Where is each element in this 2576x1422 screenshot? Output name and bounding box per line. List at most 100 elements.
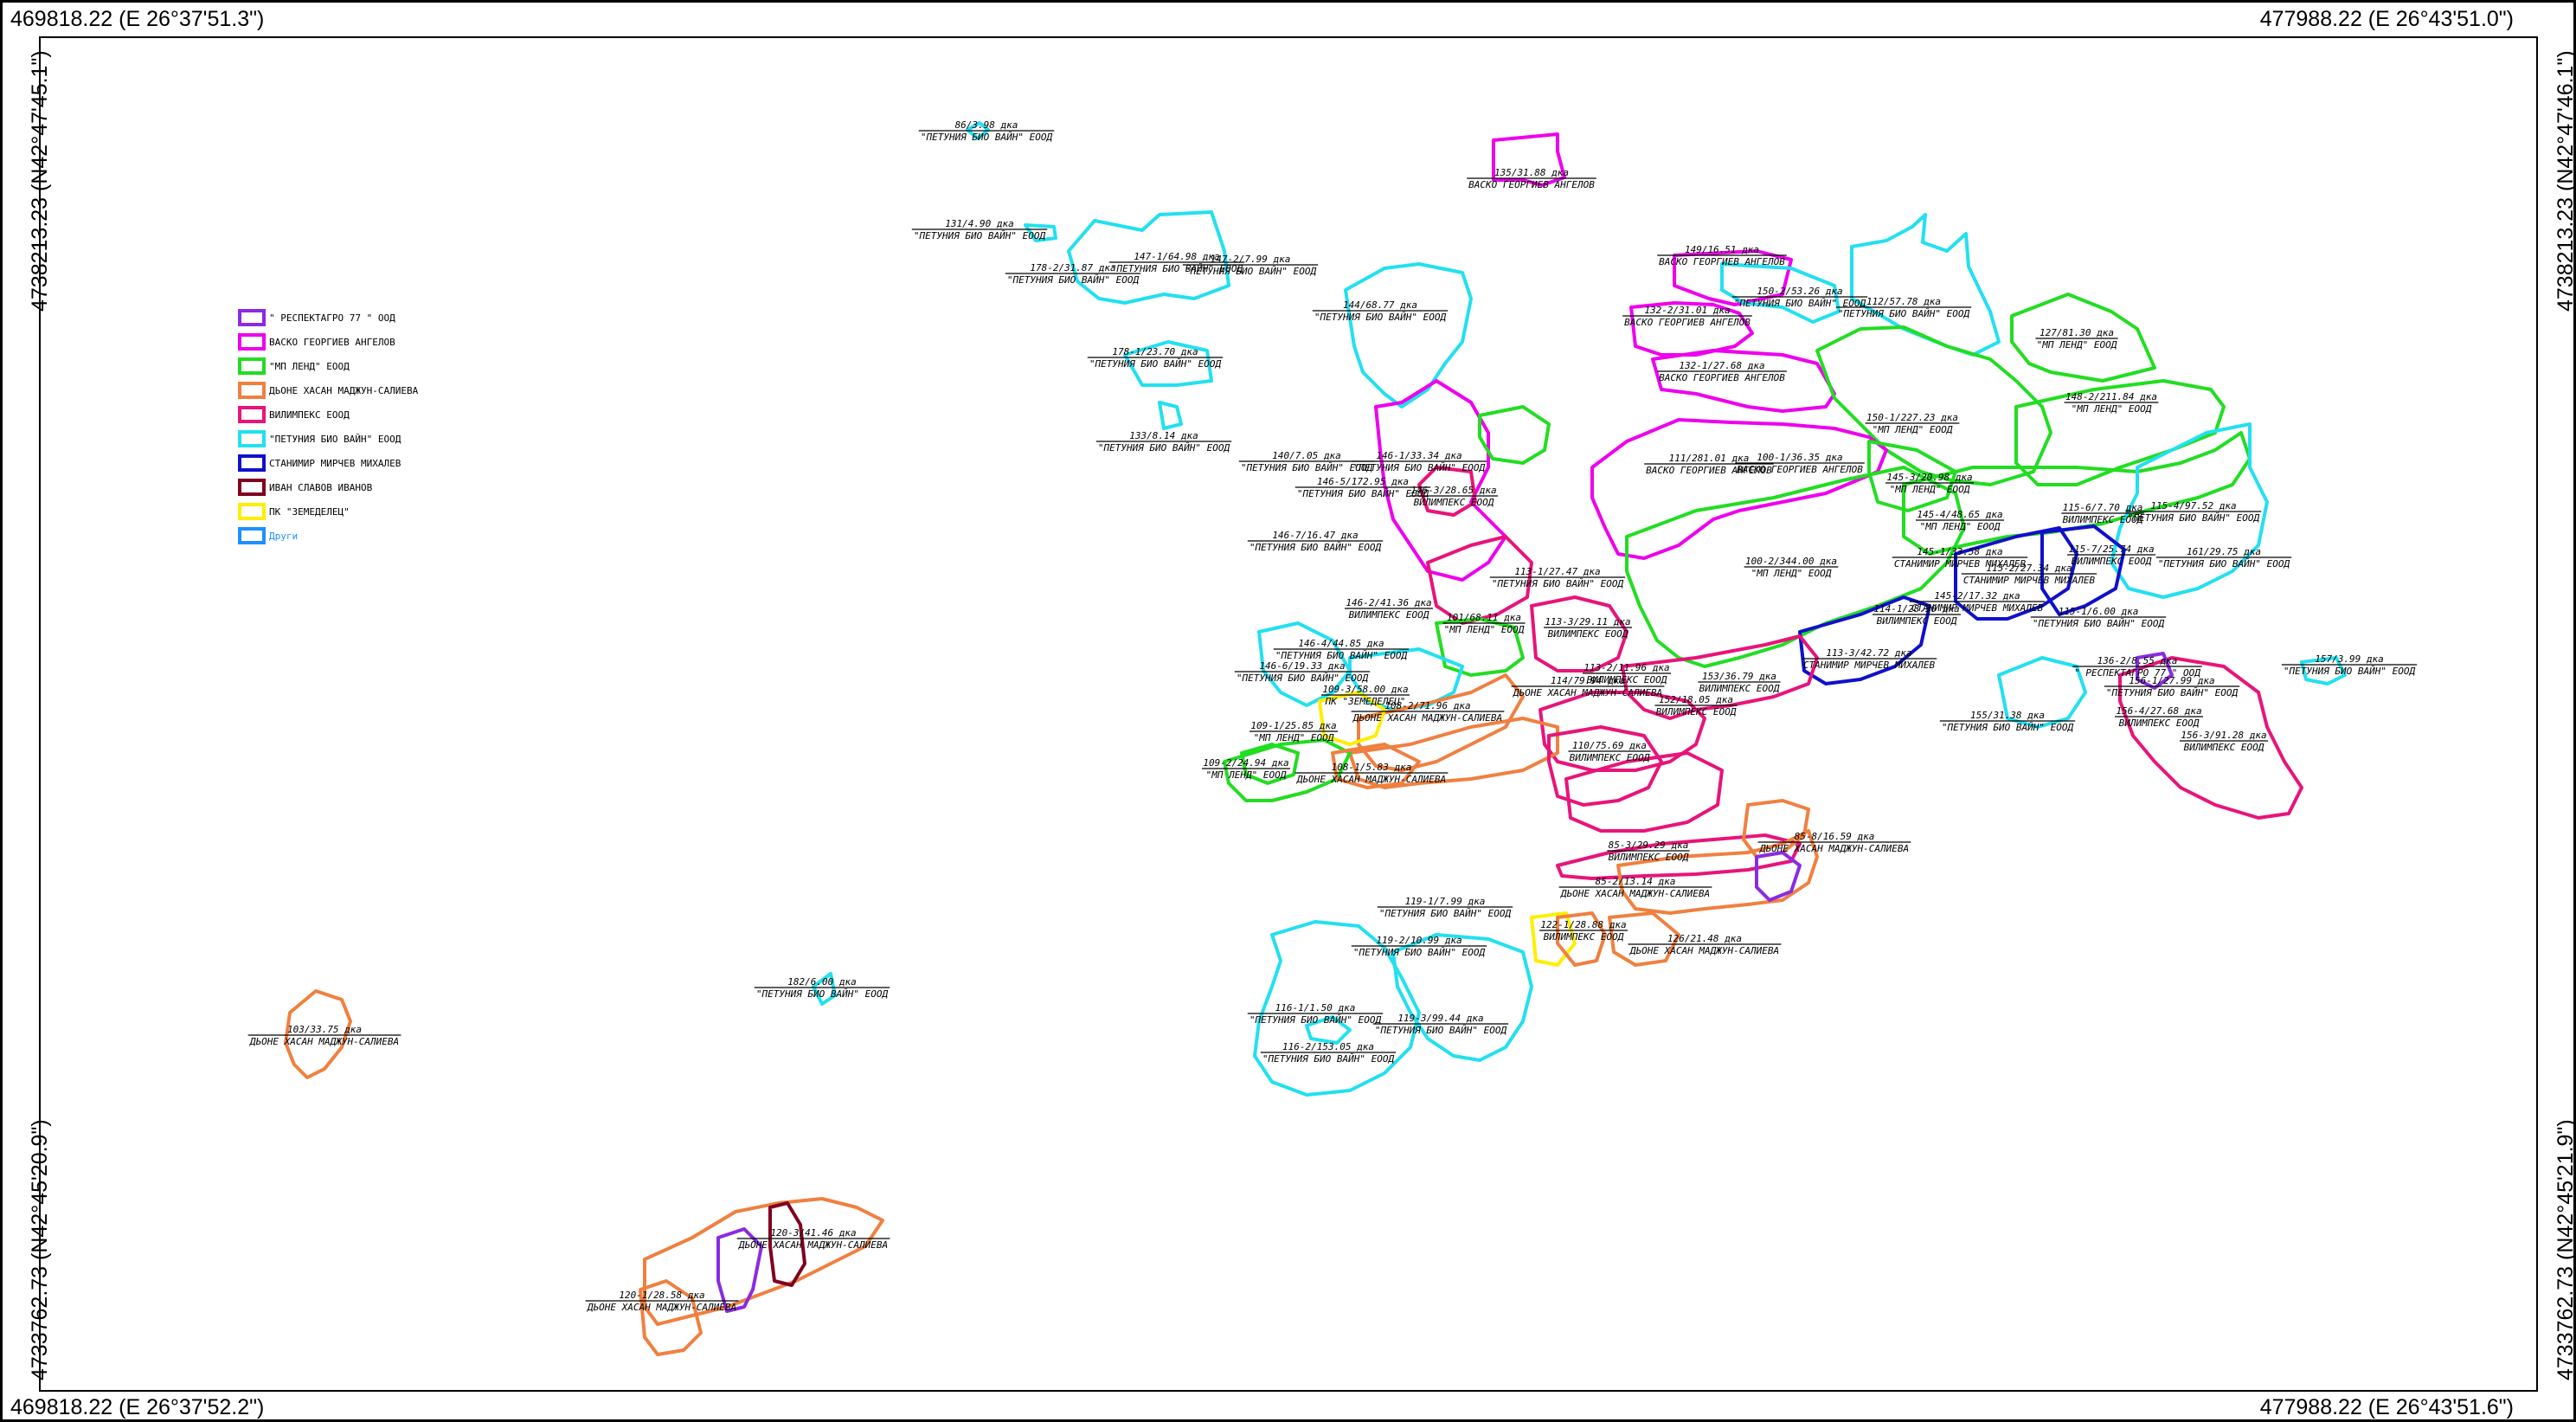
parcel-id-label: 103/33.75 дка bbox=[287, 1024, 362, 1035]
parcel-outline bbox=[1417, 466, 1477, 517]
parcel-id-label: 156-3/91.28 дка bbox=[2181, 730, 2266, 741]
parcel-owner-label: "ПЕТУНИЯ БИО ВАЙН" ЕООД bbox=[1734, 298, 1866, 309]
legend-item: "МП ЛЕНД" ЕООД bbox=[238, 354, 418, 378]
legend-label: " РЕСПЕКТАГРО 77 " ООД bbox=[269, 312, 395, 324]
parcel-outline bbox=[1240, 743, 1300, 785]
parcel-outline bbox=[1435, 617, 1525, 677]
parcel-label: 178-2/31.87 дка"ПЕТУНИЯ БИО ВАЙН" ЕООД bbox=[1005, 262, 1141, 286]
parcel-id-label: 155/31.38 дка bbox=[1970, 710, 2045, 721]
parcel-id-label: 146-1/33.34 дка bbox=[1376, 450, 1461, 461]
parcel-owner-label: "ПЕТУНИЯ БИО ВАЙН" ЕООД bbox=[1492, 578, 1624, 589]
legend-item: "ПЕТУНИЯ БИО ВАЙН" ЕООД bbox=[238, 427, 418, 451]
parcel-label: 146-5/172.95 дка"ПЕТУНИЯ БИО ВАЙН" ЕООД bbox=[1294, 476, 1431, 499]
legend-label: "МП ЛЕНД" ЕООД bbox=[269, 360, 350, 372]
parcel-id-label: 178-2/31.87 дка bbox=[1030, 262, 1115, 273]
parcel-label: 145-3/20.98 дка"МП ЛЕНД" ЕООД bbox=[1885, 472, 1974, 495]
parcel-owner-label: ВАСКО ГЕОРГИЕВ АНГЕЛОВ bbox=[1659, 372, 1785, 383]
parcel-id-label: 113-3/42.72 дка bbox=[1826, 647, 1911, 659]
parcel-label: 147-1/64.98 дка"ПЕТУНИЯ БИО ВАЙН" ЕООД bbox=[1108, 251, 1245, 274]
parcel-outline bbox=[1755, 851, 1802, 902]
parcel-label: 150-1/227.23 дка"МП ЛЕНД" ЕООД bbox=[1865, 412, 1960, 435]
parcel-outline bbox=[1318, 691, 1386, 746]
parcel-owner-label: "ПЕТУНИЯ БИО ВАЙН" ЕООД bbox=[1111, 263, 1243, 274]
parcel-owner-label: ДЬОНЕ ХАСАН МАДЖУН-САЛИЕВА bbox=[1352, 712, 1502, 724]
parcel-label: 148-2/211.84 дка"МП ЛЕНД" ЕООД bbox=[2064, 391, 2159, 415]
parcel-id-label: 119-1/7.99 дка bbox=[1405, 896, 1486, 907]
parcel-id-label: 85-8/16.59 дка bbox=[1795, 831, 1875, 842]
parcel-labels: 86/3.98 дка "ПЕТУНИЯ БИО ВАЙН" ЕООД 135/31… bbox=[247, 119, 2418, 1313]
legend-swatch bbox=[238, 454, 266, 472]
legend-item: ДЬОНЕ ХАСАН МАДЖУН-САЛИЕВА bbox=[238, 378, 418, 402]
parcel-outline bbox=[1608, 911, 1680, 967]
legend-item: СТАНИМИР МИРЧЕВ МИХАЛЕВ bbox=[238, 451, 418, 475]
parcel-id-label: 108-1/5.83 дка bbox=[1332, 762, 1412, 773]
parcel-id-label: 114-1/28.50 дка bbox=[1873, 603, 1959, 614]
parcel-id-label: 113-3/29.11 дка bbox=[1545, 616, 1630, 627]
parcel-owner-label: "ПЕТУНИЯ БИО ВАЙН" ЕООД bbox=[1275, 650, 1408, 661]
parcel-owner-label: ДЬОНЕ ХАСАН МАДЖУН-САЛИЕВА bbox=[1759, 843, 1909, 854]
parcel-outline bbox=[768, 1201, 806, 1287]
parcel-id-label: 101/68.11 дка bbox=[1447, 612, 1521, 623]
parcel-id-label: 132-1/27.68 дка bbox=[1679, 360, 1764, 371]
parcel-outline bbox=[1673, 249, 1793, 306]
parcel-outline bbox=[1391, 933, 1533, 1062]
parcel-id-label: 113-2/11.96 дка bbox=[1584, 662, 1669, 673]
parcel-owner-label: ВИЛИМПЕКС ЕООД bbox=[2119, 717, 2200, 729]
parcel-outline bbox=[1556, 911, 1607, 967]
parcel-id-label: 115-1/6.00 дка bbox=[2059, 606, 2139, 617]
parcel-owner-label: "ПЕТУНИЯ БИО ВАЙН" ЕООД bbox=[1262, 1053, 1395, 1065]
parcel-label: 131/4.90 дка"ПЕТУНИЯ БИО ВАЙН" ЕООД bbox=[911, 218, 1048, 241]
parcel-id-label: 135/31.88 дка bbox=[1494, 167, 1569, 178]
parcel-outline bbox=[2118, 656, 2303, 820]
parcel-id-label: 120-3/41.46 дка bbox=[770, 1227, 856, 1239]
parcel-outline bbox=[1867, 440, 1957, 512]
parcel-owner-label: "МП ЛЕНД" ЕООД bbox=[1890, 484, 1970, 495]
parcel-id-label: 86/3.98 дка bbox=[955, 119, 1018, 131]
parcel-id-label: 109-1/25.85 дка bbox=[1250, 720, 1336, 731]
legend-swatch bbox=[238, 503, 266, 520]
parcel-id-label: 140/7.05 дка bbox=[1272, 450, 1340, 461]
parcel-outline bbox=[1954, 526, 2078, 621]
parcel-outline bbox=[2040, 524, 2126, 616]
legend-swatch bbox=[238, 309, 266, 326]
parcel-owner-label: "МП ЛЕНД" ЕООД bbox=[1444, 624, 1525, 635]
parcel-owner-label: ДЬОНЕ ХАСАН МАДЖУН-САЛИЕВА bbox=[587, 1302, 736, 1313]
parcel-id-label: 178-1/23.70 дка bbox=[1112, 346, 1198, 357]
legend-swatch bbox=[238, 479, 266, 496]
parcel-id-label: 133/8.14 дка bbox=[1129, 430, 1198, 441]
parcel-label: 136-2/8.55 дка" РЕСПЕКТАГРО 77 " ООД bbox=[2072, 655, 2202, 679]
parcel-id-label: 119-2/10.99 дка bbox=[1376, 935, 1461, 946]
parcel-owner-label: "ПЕТУНИЯ БИО ВАЙН" ЕООД bbox=[1185, 266, 1317, 277]
parcel-owner-label: "МП ЛЕНД" ЕООД bbox=[1254, 732, 1334, 743]
parcel-outline bbox=[2300, 656, 2347, 685]
parcel-owner-label: "МП ЛЕНД" ЕООД bbox=[1920, 521, 2001, 532]
parcel-outline bbox=[2014, 379, 2226, 486]
parcel-outline bbox=[1257, 621, 1352, 707]
legend-item: " РЕСПЕКТАГРО 77 " ООД bbox=[238, 306, 418, 330]
parcel-owner-label: ВИЛИМПЕКС ЕООД bbox=[1609, 852, 1689, 863]
parcel-outline bbox=[966, 121, 990, 140]
parcel-outline bbox=[1123, 340, 1213, 387]
parcel-id-label: 145-2/17.32 дка bbox=[1934, 590, 2020, 602]
parcel-owner-label: СТАНИМИР МИРЧЕВ МИХАЛЕВ bbox=[1803, 660, 1936, 671]
parcel-outline bbox=[1223, 738, 1352, 802]
parcel-id-label: 115-2/27.34 дка bbox=[1986, 563, 2072, 574]
parcel-owner-label: ВИЛИМПЕКС ЕООД bbox=[1548, 628, 1628, 640]
parcel-outline bbox=[1815, 325, 2052, 486]
parcel-id-label: 109-2/24.94 дка bbox=[1203, 757, 1288, 769]
parcel-label: 156-1/27.99 дка"ПЕТУНИЯ БИО ВАЙН" ЕООД bbox=[2104, 675, 2240, 698]
map-inner-frame bbox=[39, 36, 2538, 1392]
parcel-id-label: 136-2/8.55 дка bbox=[2097, 655, 2178, 666]
parcel-id-label: 146-3/28.65 дка bbox=[1410, 485, 1496, 496]
parcel-outline bbox=[2110, 422, 2269, 599]
parcel-outline bbox=[1564, 751, 1724, 833]
